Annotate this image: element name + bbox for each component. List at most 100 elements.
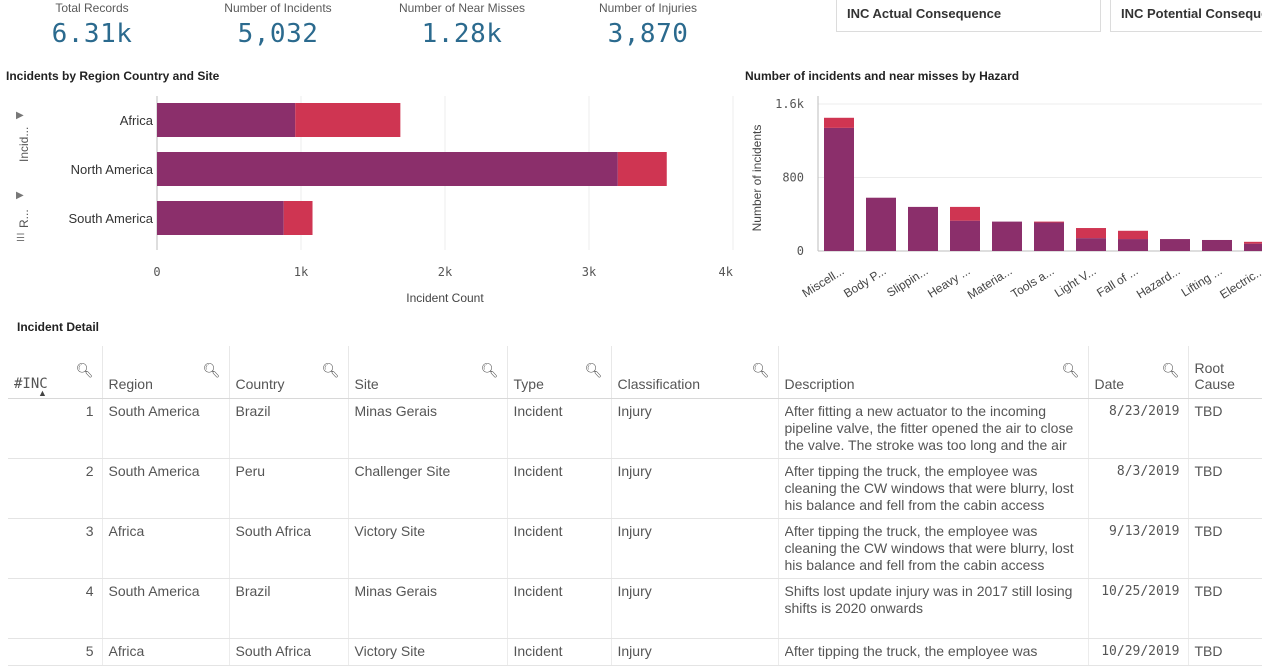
bar-segment-incident[interactable]: [157, 103, 296, 137]
table-row[interactable]: 3 Africa South Africa Victory Site Incid…: [8, 518, 1262, 579]
header-label: Classification: [617, 376, 700, 392]
table-row[interactable]: 5 Africa South Africa Victory Site Incid…: [8, 638, 1262, 666]
table-header-row: #INC 🔍︎ ▲ Region 🔍︎ Country 🔍︎ Site 🔍︎ Type 🔍︎…: [8, 346, 1262, 399]
col-header-type[interactable]: Type 🔍︎: [506, 346, 611, 399]
category-label[interactable]: Africa: [120, 113, 154, 128]
bar-segment-near-miss[interactable]: [824, 117, 854, 128]
cell-country: Peru: [228, 458, 348, 519]
cell-site: Minas Gerais: [347, 578, 507, 639]
cell-root-cause: TBD: [1187, 578, 1262, 639]
col-header-site[interactable]: Site 🔍︎: [347, 346, 507, 399]
sort-ascending-icon[interactable]: ▲: [38, 388, 47, 398]
category-label[interactable]: Hazard...: [1134, 264, 1183, 302]
cell-site: Victory Site: [347, 518, 507, 579]
category-label[interactable]: Light V...: [1052, 264, 1099, 300]
col-header-classification[interactable]: Classification 🔍︎: [610, 346, 778, 399]
bar-segment-incident[interactable]: [1244, 243, 1262, 251]
category-label[interactable]: Miscell...: [800, 264, 847, 301]
bar-segment-incident[interactable]: [157, 152, 618, 186]
kpi-value: 5,032: [237, 19, 319, 49]
bar-segment-near-miss[interactable]: [295, 103, 401, 137]
kpi-incidents: Number of Incidents 5,032: [203, 0, 353, 49]
bar-segment-incident[interactable]: [1034, 222, 1064, 251]
category-label[interactable]: Slippin...: [884, 264, 930, 300]
col-header-country[interactable]: Country 🔍︎: [228, 346, 348, 399]
description-text: After tipping the truck, the employee wa…: [784, 523, 1074, 573]
bar-segment-incident[interactable]: [1118, 239, 1148, 251]
cell-type: Incident: [506, 398, 611, 459]
bar-segment-near-miss[interactable]: [1244, 241, 1262, 244]
search-icon[interactable]: 🔍︎: [202, 362, 221, 378]
header-label: Region: [108, 376, 153, 392]
cell-date: 8/3/2019: [1087, 458, 1188, 519]
cell-description: After tipping the truck, the employee wa…: [777, 638, 1088, 666]
category-label[interactable]: Tools a...: [1008, 264, 1056, 301]
kpi-label: Number of Incidents: [224, 1, 332, 15]
table-row[interactable]: 4 South America Brazil Minas Gerais Inci…: [8, 578, 1262, 639]
x-tick-label: 0: [153, 265, 160, 279]
table-row[interactable]: 2 South America Peru Challenger Site Inc…: [8, 458, 1262, 519]
expand-arrow-icon[interactable]: ▶: [16, 190, 24, 201]
table-title: Incident Detail: [17, 320, 100, 334]
bar-segment-near-miss[interactable]: [1076, 228, 1106, 239]
search-icon[interactable]: 🔍︎: [751, 362, 770, 378]
bar-segment-near-miss[interactable]: [1118, 230, 1148, 240]
filter-actual-consequence[interactable]: INC Actual Consequence: [836, 0, 1101, 32]
dimension-label-incident: Incid...: [17, 127, 31, 162]
bar-segment-near-miss[interactable]: [283, 201, 313, 235]
bar-segment-incident[interactable]: [992, 221, 1022, 251]
category-label[interactable]: Fall of ...: [1094, 264, 1140, 300]
filter-potential-consequence[interactable]: INC Potential Consequence: [1110, 0, 1262, 32]
category-label[interactable]: North America: [71, 162, 154, 177]
category-label[interactable]: Heavy ...: [925, 264, 973, 301]
search-icon[interactable]: 🔍︎: [480, 362, 499, 378]
y-tick-label: 1.6k: [775, 97, 805, 111]
cell-date: 9/13/2019: [1087, 518, 1188, 579]
cell-inc: 3: [8, 518, 102, 579]
search-icon[interactable]: 🔍︎: [584, 362, 603, 378]
cell-date: 10/25/2019: [1087, 578, 1188, 639]
col-header-date[interactable]: Date 🔍︎: [1087, 346, 1188, 399]
search-icon[interactable]: 🔍︎: [1061, 362, 1080, 378]
x-tick-label: 1k: [294, 265, 309, 279]
expand-arrow-icon[interactable]: ▶: [16, 110, 24, 121]
col-header-region[interactable]: Region 🔍︎: [101, 346, 229, 399]
col-header-description[interactable]: Description 🔍︎: [777, 346, 1088, 399]
bar-segment-near-miss[interactable]: [1034, 221, 1064, 223]
category-label[interactable]: Electric...: [1217, 264, 1262, 302]
cell-country: South Africa: [228, 518, 348, 579]
col-header-root-cause[interactable]: Root Cause: [1187, 346, 1262, 399]
search-icon[interactable]: 🔍︎: [75, 362, 94, 378]
kpi-near-misses: Number of Near Misses 1.28k: [387, 0, 537, 49]
bar-segment-near-miss[interactable]: [617, 152, 667, 186]
category-label[interactable]: Lifting ...: [1179, 264, 1225, 300]
kpi-label: Number of Near Misses: [398, 1, 526, 15]
category-label[interactable]: Materia...: [965, 264, 1015, 302]
bar-segment-incident[interactable]: [1076, 238, 1106, 251]
bar-segment-incident[interactable]: [1160, 239, 1190, 251]
bar-segment-incident[interactable]: [866, 197, 896, 251]
bar-segment-near-miss[interactable]: [950, 206, 980, 221]
table-row[interactable]: 1 South America Brazil Minas Gerais Inci…: [8, 398, 1262, 459]
col-header-inc[interactable]: #INC 🔍︎ ▲: [8, 346, 102, 399]
cell-description: After fitting a new actuator to the inco…: [777, 398, 1088, 459]
bar-segment-incident[interactable]: [908, 206, 938, 251]
category-label[interactable]: South America: [68, 211, 153, 226]
bar-segment-incident[interactable]: [950, 220, 980, 251]
header-label: Type: [513, 376, 544, 392]
category-label[interactable]: Body P...: [841, 264, 888, 301]
bar-segment-incident[interactable]: [157, 201, 284, 235]
bar-segment-incident[interactable]: [1202, 239, 1232, 251]
search-icon[interactable]: 🔍︎: [1161, 362, 1180, 378]
bar-segment-incident[interactable]: [824, 127, 854, 251]
cell-description: After tipping the truck, the employee wa…: [777, 518, 1088, 579]
search-icon[interactable]: 🔍︎: [321, 362, 340, 378]
cell-description: After tipping the truck, the employee wa…: [777, 458, 1088, 519]
cell-inc: 2: [8, 458, 102, 519]
cell-region: South America: [101, 578, 229, 639]
kpi-label: Total Records: [55, 1, 129, 15]
y-tick-label: 0: [797, 244, 804, 258]
drill-down-controls[interactable]: ▶ ▶ Incid... R... ☰: [16, 110, 31, 244]
cell-region: South America: [101, 458, 229, 519]
cell-region: Africa: [101, 638, 229, 666]
